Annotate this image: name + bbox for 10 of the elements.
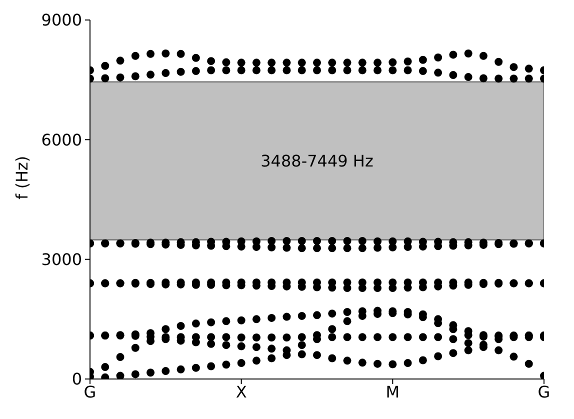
- y-tick-label: 9000: [41, 10, 82, 30]
- y-tick-label: 3000: [41, 250, 82, 270]
- y-tick-label: 6000: [41, 130, 82, 150]
- x-tick-label: G: [538, 382, 550, 402]
- x-tick-label: G: [84, 382, 96, 402]
- y-tick-label: 0: [72, 370, 82, 389]
- x-tick-label: M: [386, 382, 400, 402]
- x-tick-label: X: [236, 382, 247, 402]
- band-label: 3488-7449 Hz: [260, 152, 374, 171]
- y-axis-title: f (Hz): [12, 156, 32, 200]
